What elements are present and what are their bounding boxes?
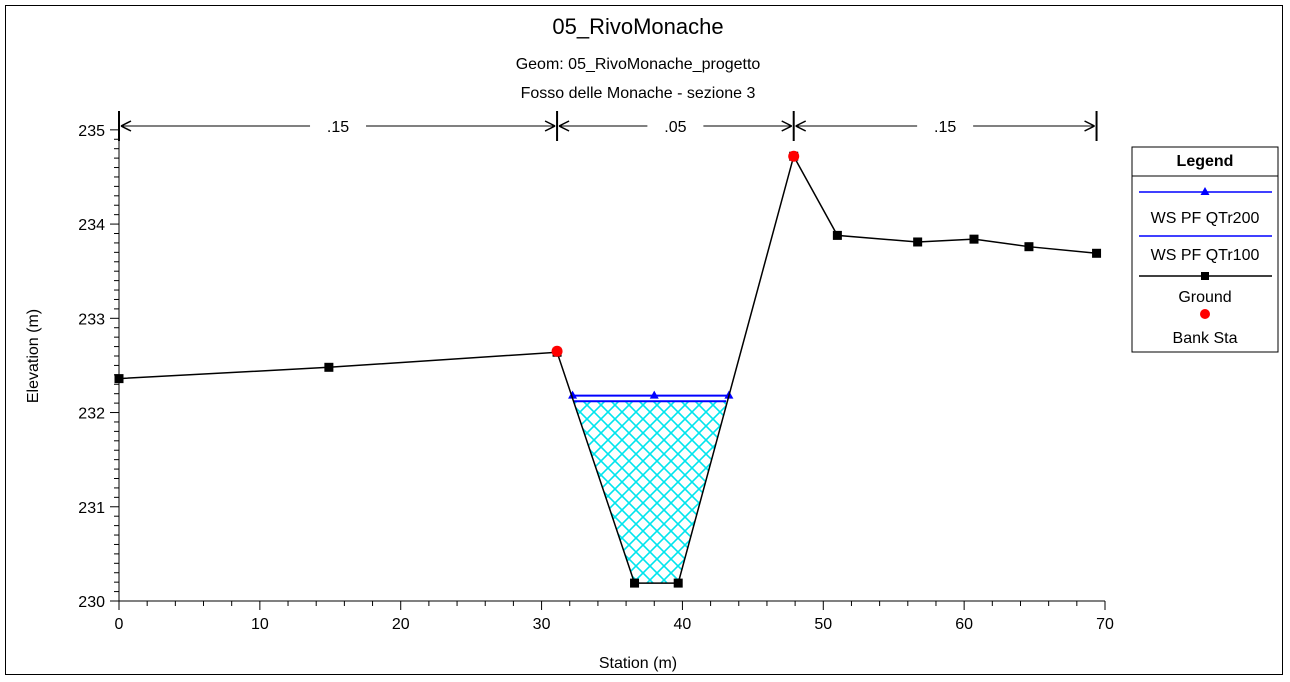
chart-subtitle-section: Fosso delle Monache - sezione 3 <box>521 85 756 102</box>
manning-arrow-head <box>558 120 570 132</box>
plot-area <box>114 150 1102 588</box>
chart-subtitle-geometry: Geom: 05_RivoMonache_progetto <box>516 56 761 73</box>
x-tick-label: 50 <box>814 616 832 633</box>
legend-title: Legend <box>1177 153 1234 170</box>
series-layer <box>114 150 1102 588</box>
legend-label: WS PF QTr100 <box>1151 247 1260 264</box>
axes: 0 10 20 30 40 50 60 70 230 231 232 233 234 235 <box>78 116 1114 633</box>
ground-marker-square <box>969 234 979 244</box>
manning-arrow-head <box>1084 120 1095 132</box>
ground-marker-square <box>1024 242 1034 252</box>
y-tick-label: 232 <box>78 406 105 423</box>
y-tick-label: 234 <box>78 217 105 234</box>
y-tick-label: 230 <box>78 594 105 611</box>
bank-station-marker <box>788 150 800 162</box>
manning-n-label: .05 <box>664 119 686 136</box>
y-tick-label: 233 <box>78 311 105 328</box>
x-tick-label: 70 <box>1096 616 1114 633</box>
ground-marker-square <box>673 578 683 588</box>
manning-n-annotations: .15 .05 .15 <box>118 111 1098 141</box>
ws-marker-triangle <box>568 390 578 399</box>
legend-marker-square <box>1201 272 1209 280</box>
cross-section-chart: 05_RivoMonache Geom: 05_RivoMonache_prog… <box>25 14 1279 672</box>
ground-marker-square <box>1092 248 1102 258</box>
x-tick-label: 40 <box>674 616 692 633</box>
y-axis-label: Elevation (m) <box>25 309 42 403</box>
legend: Legend WS PF QTr200 WS PF QTr100 Ground Ban… <box>1131 146 1279 353</box>
x-tick-label: 10 <box>251 616 269 633</box>
chart-frame: 05_RivoMonache Geom: 05_RivoMonache_prog… <box>5 5 1283 675</box>
manning-arrow-head <box>120 120 132 132</box>
ws-marker-triangle <box>649 390 659 399</box>
legend-marker-circle <box>1200 309 1210 319</box>
ground-marker-square <box>630 578 640 588</box>
manning-arrow-head <box>795 120 807 132</box>
legend-label: WS PF QTr200 <box>1151 210 1260 227</box>
x-tick-label: 20 <box>392 616 410 633</box>
manning-n-label: .15 <box>934 119 956 136</box>
y-tick-label: 231 <box>78 500 105 517</box>
x-tick-label: 0 <box>115 616 124 633</box>
legend-label: Bank Sta <box>1173 330 1238 347</box>
legend-marker-triangle <box>1200 187 1210 195</box>
x-axis-label: Station (m) <box>599 655 677 672</box>
bank-station-marker <box>551 345 563 357</box>
legend-label: Ground <box>1178 289 1231 306</box>
x-tick-label: 60 <box>955 616 973 633</box>
y-tick-label: 235 <box>78 123 105 140</box>
ground-marker-square <box>324 362 334 372</box>
x-tick-label: 30 <box>533 616 551 633</box>
manning-arrow-head <box>781 120 793 132</box>
series-line-ground <box>118 154 1097 584</box>
ground-marker-square <box>913 237 923 247</box>
chart-title: 05_RivoMonache <box>552 14 723 39</box>
manning-n-label: .15 <box>327 119 349 136</box>
legend-items: WS PF QTr200 WS PF QTr100 Ground Bank Sta <box>1139 187 1272 347</box>
ground-marker-square <box>832 230 842 240</box>
manning-arrow-head <box>544 120 556 132</box>
water-fill-area <box>573 401 728 584</box>
